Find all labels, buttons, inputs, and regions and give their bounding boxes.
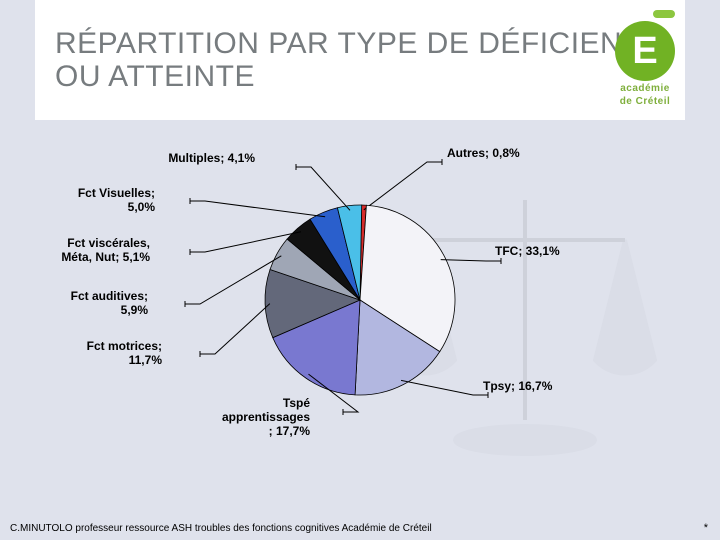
slice-label: Multiples; 4,1%	[155, 152, 255, 166]
page-title: RÉPARTITION PAR TYPE DE DÉFICIENCE OU AT…	[55, 27, 665, 93]
footer-credit: C.MINUTOLO professeur ressource ASH trou…	[10, 523, 432, 534]
academie-logo: E académie de Créteil	[615, 10, 675, 107]
title-bar: RÉPARTITION PAR TYPE DE DÉFICIENCE OU AT…	[35, 0, 685, 120]
leader-line	[190, 201, 325, 217]
logo-e-icon: E	[615, 21, 675, 81]
pie-chart: Autres; 0,8% TFC; 33,1% Tpsy; 16,7% Tspé ap…	[0, 130, 720, 500]
slice-label: Autres; 0,8%	[447, 147, 587, 161]
leader-line	[200, 304, 270, 354]
leader-line	[401, 380, 488, 395]
slice-label: Tpsy; 16,7%	[483, 380, 623, 394]
leader-line	[441, 260, 501, 261]
logo-text-1: académie	[615, 83, 675, 94]
leader-line	[364, 162, 442, 210]
slice-label: Fct auditives; 5,9%	[48, 290, 148, 318]
slice-label: Fct motrices; 11,7%	[62, 340, 162, 368]
logo-text-2: de Créteil	[615, 96, 675, 107]
slice-label: Fct viscérales, Méta, Nut; 5,1%	[50, 237, 150, 265]
logo-accent	[653, 10, 675, 18]
slice-label: TFC; 33,1%	[495, 245, 635, 259]
slice-label: Tspé apprentissages ; 17,7%	[210, 397, 310, 438]
footer-mark: *	[704, 522, 708, 534]
slice-label: Fct Visuelles; 5,0%	[55, 187, 155, 215]
leader-line	[296, 167, 350, 210]
